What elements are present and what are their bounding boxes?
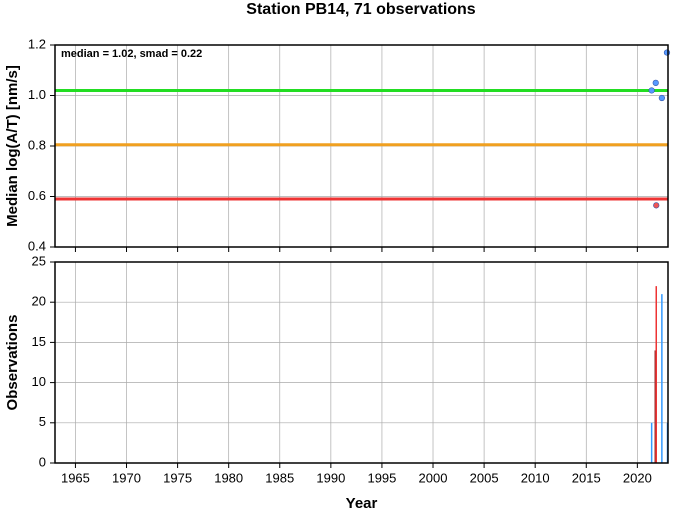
y-tick-label: 15 xyxy=(32,334,46,349)
y-tick-label: 1.0 xyxy=(28,87,46,102)
chart-title: Station PB14, 71 observations xyxy=(246,1,476,18)
y-tick-label: 0.4 xyxy=(28,238,46,253)
x-tick-label: 1965 xyxy=(61,470,90,485)
y-tick-label: 5 xyxy=(39,414,46,429)
point xyxy=(653,202,660,209)
x-tick-label: 2000 xyxy=(419,470,448,485)
y-tick-label: 0.8 xyxy=(28,137,46,152)
x-tick-label: 2005 xyxy=(470,470,499,485)
y-tick-label: 0 xyxy=(39,454,46,469)
x-axis-label: Year xyxy=(346,495,378,511)
annotation: median = 1.02, smad = 0.22 xyxy=(61,48,202,60)
x-tick-label: 1975 xyxy=(163,470,192,485)
y-axis-label: Median log(A/T) [nm/s] xyxy=(4,65,21,227)
x-tick-label: 1995 xyxy=(367,470,396,485)
y-tick-label: 10 xyxy=(32,374,46,389)
x-tick-label: 1980 xyxy=(214,470,243,485)
y-tick-label: 20 xyxy=(32,294,46,309)
y-axis-label: Observations xyxy=(4,315,21,411)
x-tick-label: 1985 xyxy=(265,470,294,485)
point xyxy=(663,49,671,56)
x-tick-label: 1990 xyxy=(316,470,345,485)
y-tick-label: 25 xyxy=(32,253,46,268)
x-tick-label: 1970 xyxy=(112,470,141,485)
x-tick-label: 2010 xyxy=(521,470,550,485)
point xyxy=(658,94,665,102)
y-tick-label: 0.6 xyxy=(28,188,46,203)
plot-frame xyxy=(54,44,669,248)
x-tick-label: 2020 xyxy=(623,470,652,485)
point xyxy=(648,87,655,94)
y-tick-label: 1.2 xyxy=(28,36,46,51)
x-tick-label: 2015 xyxy=(572,470,601,485)
plot-frame xyxy=(54,261,669,464)
point xyxy=(652,79,659,86)
